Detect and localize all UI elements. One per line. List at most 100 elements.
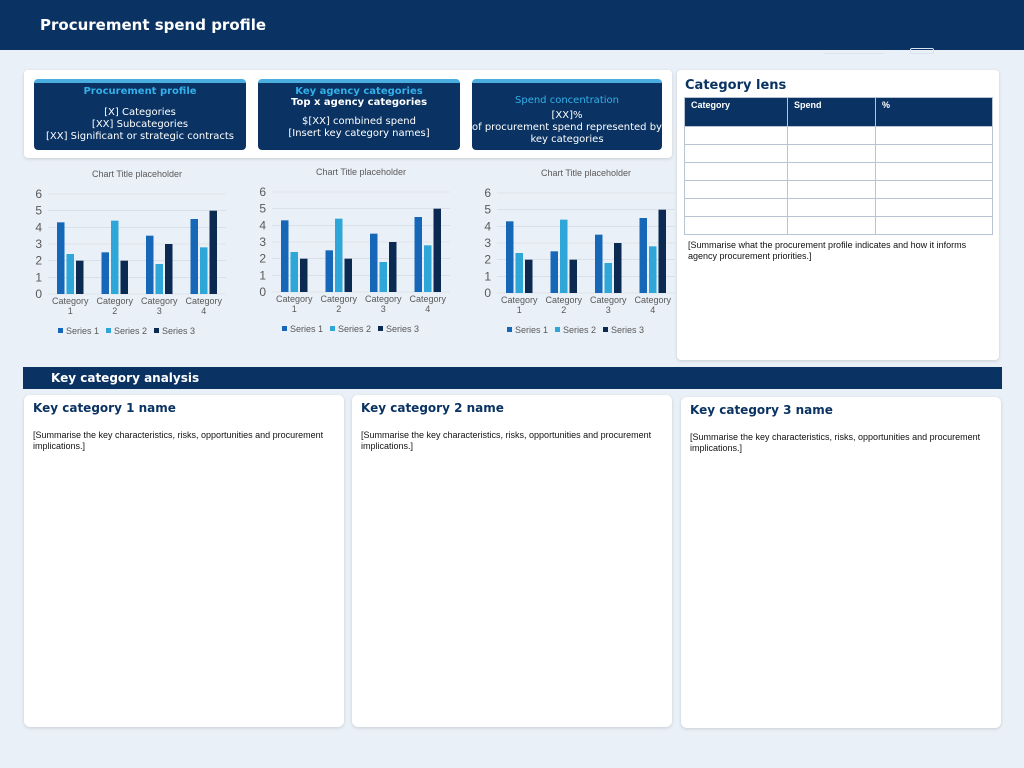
chart-svg: Chart Title placeholder 0 1 2 3 4 5 6 Category 1 C… <box>484 168 675 335</box>
profile-line: [XX] Subcategories <box>91 119 189 130</box>
bar <box>639 218 647 293</box>
legend-swatch <box>378 326 383 331</box>
category-lens-note: [Summarise what the procurement profile … <box>688 240 967 261</box>
y-tick-label: 1 <box>259 268 266 282</box>
x-tick-label: Category 1 <box>501 295 538 315</box>
bar <box>111 220 119 294</box>
bar <box>414 217 422 292</box>
key-agency-heading: Key agency categories <box>295 86 423 97</box>
bar <box>146 235 154 294</box>
procurement-profile-tile: Procurement profile [X] Categories [XX] … <box>34 79 246 150</box>
y-tick-label: 0 <box>35 287 42 301</box>
x-tick-label: Category 1 <box>52 296 89 316</box>
bar <box>379 262 387 292</box>
bar <box>190 219 198 294</box>
bar <box>560 219 568 293</box>
legend-swatch <box>58 328 63 333</box>
bar <box>614 243 622 293</box>
key-category-card-2: Key category 2 name [Summarise the key c… <box>352 395 672 727</box>
bar <box>335 218 343 292</box>
table-row <box>684 216 993 235</box>
category-lens-card: Category lens Category Spend % [Summaris… <box>677 70 999 360</box>
bar <box>389 242 397 292</box>
key-category-name: Key category 2 name <box>361 401 504 415</box>
legend-label: Series 2 <box>563 325 596 335</box>
column-header-percent: % <box>875 97 993 127</box>
y-tick-label: 3 <box>484 236 491 250</box>
category-lens-table: Category Spend % <box>684 97 993 235</box>
y-tick-label: 4 <box>35 220 42 234</box>
key-agency-subheading: Top x agency categories <box>290 97 428 108</box>
table-row <box>684 126 993 145</box>
y-tick-label: 1 <box>35 270 42 284</box>
legend-label: Series 1 <box>515 325 548 335</box>
bar <box>433 208 441 292</box>
concentration-line: [XX]% <box>551 110 583 121</box>
bar <box>604 263 612 293</box>
chart-svg: Chart Title placeholder 0 1 2 3 4 5 6 Category 1 C… <box>35 169 226 336</box>
chart-svg: Chart Title placeholder 0 1 2 3 4 5 6 Category 1 C… <box>259 167 450 334</box>
bar <box>300 258 308 292</box>
chart-title: Chart Title placeholder <box>541 168 631 178</box>
spend-concentration-heading: Spend concentration <box>515 95 619 106</box>
x-tick-label: Category 3 <box>365 294 402 314</box>
y-tick-label: 3 <box>35 237 42 251</box>
section-title: Key category analysis <box>51 371 200 385</box>
y-tick-label: 3 <box>259 235 266 249</box>
bar-chart-3: Chart Title placeholder 0 1 2 3 4 5 6 Category 1 C… <box>477 163 687 343</box>
bar <box>595 234 603 293</box>
y-tick-label: 6 <box>35 187 42 201</box>
y-tick-label: 2 <box>35 254 42 268</box>
header-bar: Procurement spend profile <box>0 0 1024 50</box>
x-tick-label: Category 4 <box>409 294 446 314</box>
bar <box>569 259 577 293</box>
summary-card: Procurement profile [X] Categories [XX] … <box>24 70 672 158</box>
chart-title: Chart Title placeholder <box>316 167 406 177</box>
legend-swatch <box>555 327 560 332</box>
bar <box>325 250 333 292</box>
y-tick-label: 4 <box>484 219 491 233</box>
bar <box>76 260 84 294</box>
key-category-name: Key category 3 name <box>690 403 833 417</box>
section-bar: Key category analysis <box>23 367 1002 389</box>
concentration-line: key categories <box>530 134 604 145</box>
bar <box>649 246 657 293</box>
y-tick-label: 4 <box>259 218 266 232</box>
faint-divider <box>824 48 884 54</box>
legend-label: Series 1 <box>66 326 99 336</box>
legend-swatch <box>507 327 512 332</box>
legend-label: Series 2 <box>338 324 371 334</box>
bar <box>66 254 74 294</box>
bar <box>101 252 109 294</box>
procurement-profile-heading: Procurement profile <box>83 86 197 97</box>
bar <box>344 258 352 292</box>
bar <box>120 260 128 294</box>
legend-label: Series 3 <box>611 325 644 335</box>
bar <box>506 221 514 293</box>
key-category-summary: [Summarise the key characteristics, risk… <box>361 430 652 451</box>
legend-swatch <box>282 326 287 331</box>
y-tick-label: 1 <box>484 269 491 283</box>
y-tick-label: 0 <box>259 285 266 299</box>
category-lens-title: Category lens <box>685 78 787 93</box>
key-agency-categories-tile: Key agency categories Top x agency categ… <box>258 79 460 150</box>
profile-line: [X] Categories <box>104 107 176 118</box>
y-tick-label: 6 <box>259 185 266 199</box>
x-tick-label: Category 1 <box>276 294 313 314</box>
legend-label: Series 1 <box>290 324 323 334</box>
column-header-spend: Spend <box>787 97 876 127</box>
page-title: Procurement spend profile <box>40 16 267 34</box>
bar <box>200 247 208 294</box>
x-tick-label: Category 3 <box>590 295 627 315</box>
y-tick-label: 2 <box>484 253 491 267</box>
x-tick-label: Category 2 <box>545 295 582 315</box>
concentration-line: of procurement spend represented by <box>472 122 662 133</box>
x-tick-label: Category 4 <box>634 295 671 315</box>
bar <box>209 210 217 294</box>
bar-chart-2: Chart Title placeholder 0 1 2 3 4 5 6 Category 1 C… <box>252 162 462 342</box>
legend-label: Series 2 <box>114 326 147 336</box>
bar <box>550 251 558 293</box>
legend-swatch <box>154 328 159 333</box>
faint-control <box>910 48 934 54</box>
y-tick-label: 5 <box>35 204 42 218</box>
